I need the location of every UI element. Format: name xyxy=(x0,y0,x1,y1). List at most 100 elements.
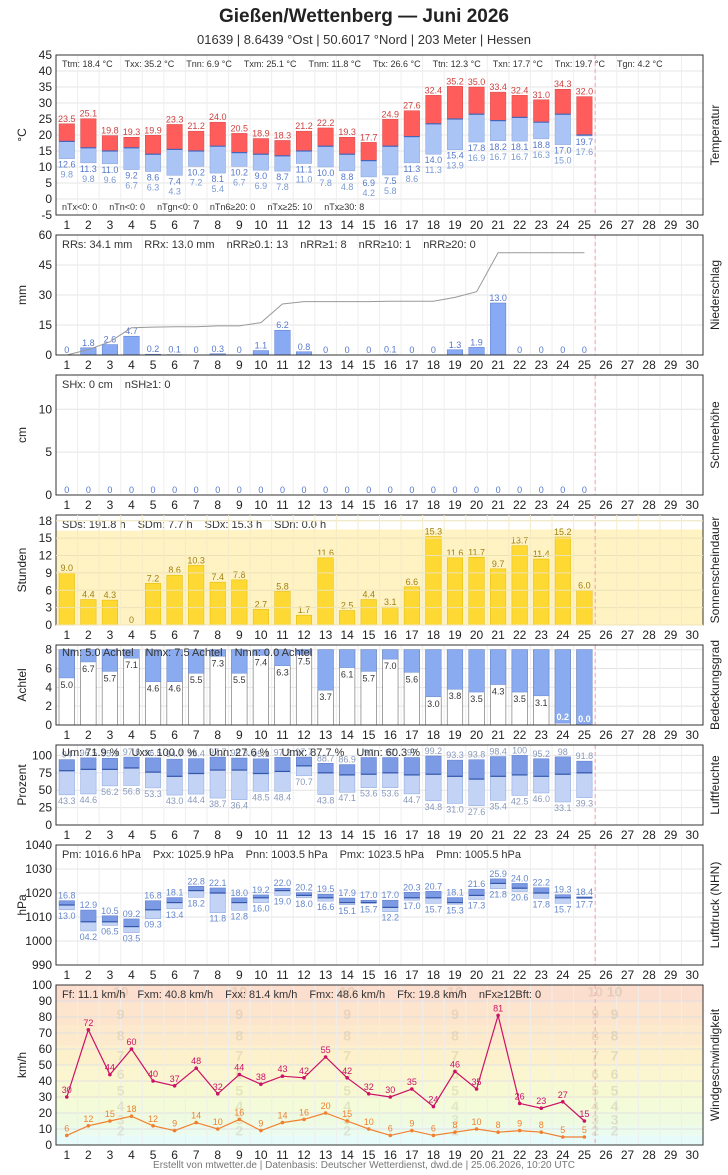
stat-item: Um: 71.9 % xyxy=(62,747,120,759)
humidity-lower-bar xyxy=(317,772,334,795)
humidity-max-label: 97.6 xyxy=(123,747,141,757)
stat-item: Pmx: 1023.5 hPa xyxy=(340,849,425,861)
x-tick-label: 7 xyxy=(193,358,200,372)
x-tick-label: 9 xyxy=(236,218,243,232)
tmin-bar xyxy=(166,149,183,176)
humidity-max-label: 95.4 xyxy=(187,749,205,759)
x-tick-label: 15 xyxy=(362,728,376,742)
mean-wind-label: 8 xyxy=(539,1120,544,1130)
stat-item: Tnx: 19.7 °C xyxy=(555,59,606,69)
humidity-lower-bar xyxy=(382,772,399,788)
possible-sunshine-bg xyxy=(595,529,617,625)
x-tick-label: 16 xyxy=(384,1148,398,1162)
pressure-max-label: 22.0 xyxy=(274,878,292,888)
gust-label: 46 xyxy=(450,1059,460,1069)
pressure-upper-bar xyxy=(468,888,485,896)
humidity-max-label: 91.8 xyxy=(576,751,594,761)
beaufort-watermark: 6 xyxy=(611,1066,619,1082)
x-tick-label: 17 xyxy=(405,828,419,842)
tmin-label: 18.2 xyxy=(489,142,507,152)
y-tick-label: 990 xyxy=(32,958,52,972)
y-tick-label: 100 xyxy=(32,748,52,762)
gust-point xyxy=(410,1087,414,1091)
possible-sunshine-bg xyxy=(659,529,682,625)
y-tick-label: 10 xyxy=(39,402,53,416)
tmax-label: 20.5 xyxy=(231,123,249,133)
humidity-upper-bar xyxy=(145,757,162,773)
x-tick-label: 15 xyxy=(362,218,376,232)
stat-item: SDn: 0.0 h xyxy=(274,519,326,531)
snow-label: 0 xyxy=(194,485,199,495)
sunshine-label: 10.3 xyxy=(187,555,205,565)
x-tick-label: 3 xyxy=(107,218,114,232)
panel-side-label: Bedeckungsgrad xyxy=(708,640,722,730)
x-tick-label: 6 xyxy=(171,628,178,642)
mean-wind-point xyxy=(86,1124,91,1128)
x-tick-label: 30 xyxy=(686,358,700,372)
tmin-label: 11.3 xyxy=(80,164,97,174)
sunshine-bar xyxy=(252,609,269,626)
stat-item: RRx: 13.0 mm xyxy=(144,239,214,251)
x-tick-label: 25 xyxy=(578,968,592,982)
stat-item: Fxm: 40.8 km/h xyxy=(137,989,213,1001)
mean-wind-label: 16 xyxy=(234,1107,244,1117)
pressure-upper-bar xyxy=(446,897,463,903)
pressure-upper-bar xyxy=(382,899,399,908)
x-tick-label: 6 xyxy=(171,728,178,742)
y-axis-label: km/h xyxy=(15,1052,29,1078)
x-tick-label: 24 xyxy=(556,1148,570,1162)
gust-label: 40 xyxy=(148,1069,158,1079)
precip-label: 0.2 xyxy=(147,344,160,354)
stat-item: Tnn: 6.9 °C xyxy=(186,59,232,69)
plot-border xyxy=(55,54,704,216)
pressure-lower-bar xyxy=(58,904,75,911)
snow-label: 0 xyxy=(431,485,436,495)
gust-label: 24 xyxy=(428,1095,438,1105)
tmax-label: 27.6 xyxy=(403,101,421,111)
mean-wind-point xyxy=(302,1117,306,1122)
gust-label: 44 xyxy=(105,1063,115,1073)
y-tick-label: 5 xyxy=(45,445,52,459)
x-tick-label: 23 xyxy=(535,828,549,842)
humidity-min-label: 39.3 xyxy=(576,799,594,809)
beaufort-watermark: 7 xyxy=(343,1047,351,1063)
stat-item: Tgn: 4.2 °C xyxy=(617,59,663,69)
tmin-label: 10.0 xyxy=(317,168,335,178)
tmin-bar xyxy=(231,152,248,167)
pressure-max-label: 20.3 xyxy=(403,882,421,892)
tmax-bar xyxy=(490,91,507,121)
beaufort-watermark: 2 xyxy=(343,1123,351,1139)
x-tick-label: 7 xyxy=(193,728,200,742)
x-tick-label: 17 xyxy=(405,968,419,982)
sunshine-label: 6.6 xyxy=(406,577,419,587)
x-tick-label: 28 xyxy=(642,1148,656,1162)
x-tick-label: 21 xyxy=(491,628,505,642)
gust-point xyxy=(86,1028,91,1032)
mean-wind-label: 12 xyxy=(148,1114,158,1124)
x-tick-label: 7 xyxy=(193,628,200,642)
x-tick-label: 30 xyxy=(686,728,700,742)
x-tick-label: 6 xyxy=(171,828,178,842)
mean-wind-label: 14 xyxy=(191,1111,201,1121)
y-tick-label: 4 xyxy=(45,680,52,694)
tground-label: 15.0 xyxy=(554,156,572,166)
x-tick-label: 9 xyxy=(236,498,243,512)
y-axis-label: Prozent xyxy=(15,764,29,806)
tmax-bar xyxy=(58,123,75,142)
x-tick-label: 1 xyxy=(63,728,70,742)
gust-label: 48 xyxy=(191,1056,201,1066)
pressure-max-label: 20.7 xyxy=(425,881,443,891)
x-tick-label: 13 xyxy=(319,968,333,982)
x-tick-label: 22 xyxy=(513,358,527,372)
y-tick-label: 20 xyxy=(39,1106,53,1120)
x-tick-label: 26 xyxy=(599,358,613,372)
humidity-min-label: 46.0 xyxy=(532,794,550,804)
snow-label: 0 xyxy=(323,485,328,495)
mean-wind-label: 12 xyxy=(83,1114,93,1124)
mean-wind-point xyxy=(323,1111,328,1115)
x-tick-label: 21 xyxy=(491,828,505,842)
precip-label: 0 xyxy=(366,345,371,355)
tmax-bar xyxy=(360,142,377,161)
